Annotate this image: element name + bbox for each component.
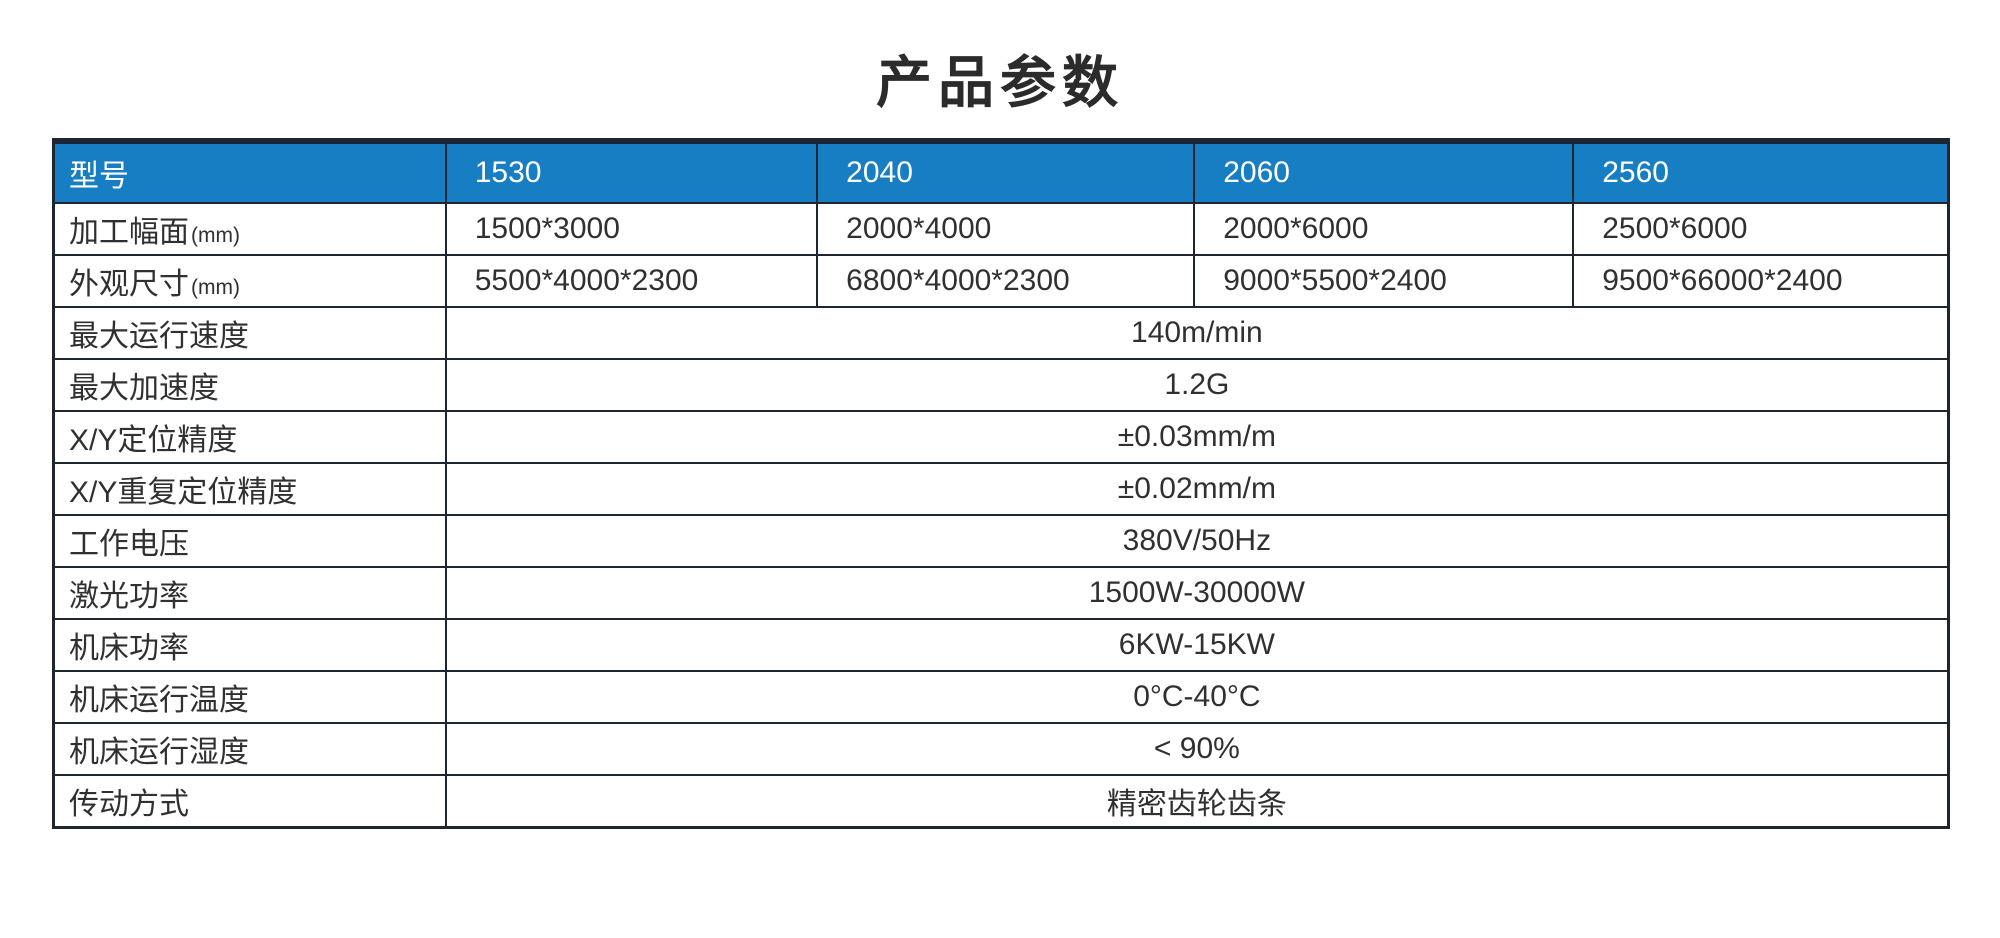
header-model-2060: 2060 — [1193, 138, 1575, 204]
table-row-positioning-accuracy: X/Y定位精度 ±0.03mm/m — [52, 410, 1950, 464]
positioning-accuracy-value: ±0.03mm/m — [444, 410, 1950, 464]
machine-power-value: 6KW-15KW — [444, 618, 1950, 672]
outer-dim-2560: 9500*66000*2400 — [1572, 254, 1950, 308]
table-row-working-area: 加工幅面(mm) 1500*3000 2000*4000 2000*6000 2… — [52, 202, 1950, 256]
row-label-laser-power: 激光功率 — [52, 566, 447, 620]
table-row-max-speed: 最大运行速度 140m/min — [52, 306, 1950, 360]
row-label-operating-humidity: 机床运行湿度 — [52, 722, 447, 776]
row-label-transmission-type: 传动方式 — [52, 774, 447, 828]
row-label-positioning-accuracy: X/Y定位精度 — [52, 410, 447, 464]
table-row-max-acceleration: 最大加速度 1.2G — [52, 358, 1950, 412]
transmission-type-value: 精密齿轮齿条 — [444, 774, 1950, 828]
row-label-max-speed: 最大运行速度 — [52, 306, 447, 360]
header-model-label: 型号 — [52, 138, 447, 204]
working-area-2060: 2000*6000 — [1193, 202, 1575, 256]
repeat-accuracy-value: ±0.02mm/m — [444, 462, 1950, 516]
table-row-working-voltage: 工作电压 380V/50Hz — [52, 514, 1950, 568]
table-row-repeat-accuracy: X/Y重复定位精度 ±0.02mm/m — [52, 462, 1950, 516]
row-label-working-voltage: 工作电压 — [52, 514, 447, 568]
max-speed-value: 140m/min — [444, 306, 1950, 360]
product-spec-table: 型号 1530 2040 2060 2560 加工幅面(mm) 1500*300… — [52, 138, 1950, 829]
working-area-2040: 2000*4000 — [816, 202, 1196, 256]
row-label-unit: (mm) — [191, 276, 240, 299]
row-label-working-area: 加工幅面(mm) — [52, 202, 447, 256]
row-label-unit: (mm) — [191, 224, 240, 247]
header-model-2560: 2560 — [1572, 138, 1950, 204]
header-model-1530: 1530 — [444, 138, 819, 204]
working-voltage-value: 380V/50Hz — [444, 514, 1950, 568]
operating-humidity-value: < 90% — [444, 722, 1950, 776]
operating-temperature-value: 0°C-40°C — [444, 670, 1950, 724]
row-label-machine-power: 机床功率 — [52, 618, 447, 672]
row-label-text: 加工幅面 — [69, 216, 189, 249]
page-title: 产品参数 — [876, 51, 1124, 114]
table-header-row: 型号 1530 2040 2060 2560 — [52, 138, 1950, 204]
working-area-1530: 1500*3000 — [444, 202, 819, 256]
max-acceleration-value: 1.2G — [444, 358, 1950, 412]
row-label-max-acceleration: 最大加速度 — [52, 358, 447, 412]
table-row-operating-temperature: 机床运行温度 0°C-40°C — [52, 670, 1950, 724]
row-label-outer-dimensions: 外观尺寸(mm) — [52, 254, 447, 308]
outer-dim-1530: 5500*4000*2300 — [444, 254, 819, 308]
table-row-operating-humidity: 机床运行湿度 < 90% — [52, 722, 1950, 776]
laser-power-value: 1500W-30000W — [444, 566, 1950, 620]
row-label-operating-temperature: 机床运行温度 — [52, 670, 447, 724]
table-row-machine-power: 机床功率 6KW-15KW — [52, 618, 1950, 672]
table-row-transmission-type: 传动方式 精密齿轮齿条 — [52, 774, 1950, 828]
row-label-repeat-accuracy: X/Y重复定位精度 — [52, 462, 447, 516]
outer-dim-2060: 9000*5500*2400 — [1193, 254, 1575, 308]
outer-dim-2040: 6800*4000*2300 — [816, 254, 1196, 308]
table-row-outer-dimensions: 外观尺寸(mm) 5500*4000*2300 6800*4000*2300 9… — [52, 254, 1950, 308]
table-row-laser-power: 激光功率 1500W-30000W — [52, 566, 1950, 620]
header-model-2040: 2040 — [816, 138, 1196, 204]
row-label-text: 外观尺寸 — [69, 268, 189, 301]
working-area-2560: 2500*6000 — [1572, 202, 1950, 256]
